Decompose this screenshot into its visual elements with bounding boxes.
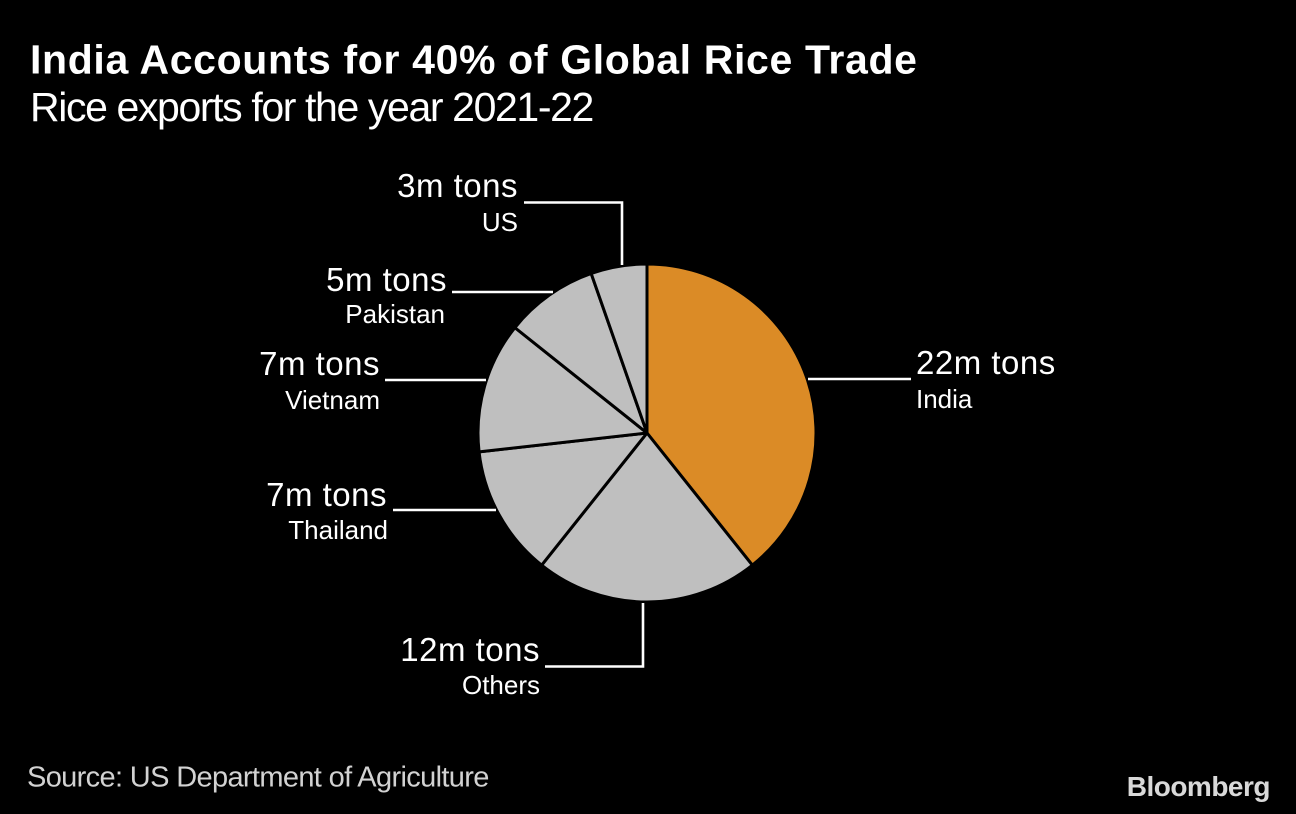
svg-text:Vietnam: Vietnam <box>285 385 380 415</box>
svg-text:12m tons: 12m tons <box>400 631 540 668</box>
svg-text:US: US <box>482 207 518 237</box>
svg-text:Source: US Department of Agric: Source: US Department of Agriculture <box>27 762 489 794</box>
svg-text:22m tons: 22m tons <box>916 344 1056 381</box>
svg-text:7m tons: 7m tons <box>266 476 387 513</box>
svg-text:5m tons: 5m tons <box>326 261 447 298</box>
svg-text:Pakistan: Pakistan <box>345 299 445 329</box>
svg-text:Bloomberg: Bloomberg <box>1127 771 1270 802</box>
svg-text:3m tons: 3m tons <box>397 167 518 204</box>
svg-text:India: India <box>916 384 973 414</box>
svg-text:Others: Others <box>462 670 540 700</box>
svg-text:Rice exports for the year 2021: Rice exports for the year 2021-22 <box>30 84 593 130</box>
svg-text:Thailand: Thailand <box>288 515 388 545</box>
svg-text:7m tons: 7m tons <box>259 345 380 382</box>
svg-text:India Accounts for 40% of Glob: India Accounts for 40% of Global Rice Tr… <box>30 37 918 83</box>
